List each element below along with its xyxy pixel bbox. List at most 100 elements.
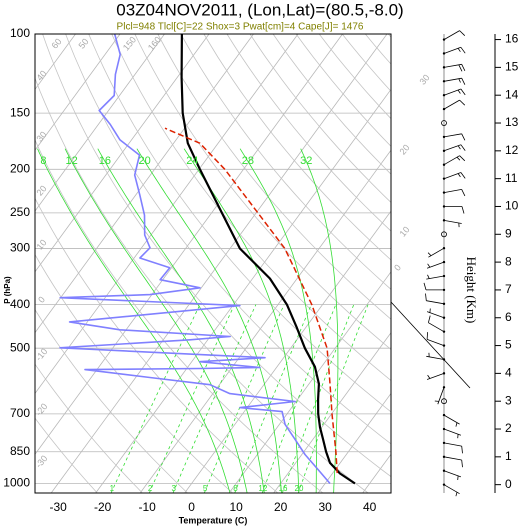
frame-diagonal [390,301,471,389]
wind-dot [442,483,446,486]
wind-barb [444,206,465,214]
dry-adiabat [35,417,98,493]
grid-line [273,331,391,493]
profiles [59,34,356,485]
wind-barb [443,442,463,454]
mixing-ratio-line [234,304,312,493]
x-tick-label: -30 [49,500,67,514]
y2-tick-label: 12 [505,143,519,157]
mixing-ratio-line [148,304,235,493]
wind-barb [443,484,460,497]
y-tick-label: 400 [10,297,30,311]
dry-adiabat [272,34,391,175]
wind-dot [442,94,446,97]
wind-dot [442,330,446,333]
mixing-ratio-line [172,304,257,493]
moist-adiabat-label: 8 [40,155,46,167]
wind-dot [442,316,446,319]
y2-tick-label: 10 [505,199,519,213]
y2-tick-label: 11 [505,171,518,185]
y2-tick-label: 1 [505,449,512,463]
wind-barb [443,414,460,427]
dry-adiabat [35,197,279,493]
y-axis-label: P (hPa) [3,276,12,304]
isotherm [35,34,165,212]
wind-dot [442,177,446,180]
wind-barb [443,470,462,481]
wind-barb [443,133,466,141]
y2-tick-label: 5 [505,338,512,352]
y2-tick-label: 13 [505,115,519,129]
dry-adiabat [203,34,391,261]
wind-dot [442,288,446,292]
mixing-ratio-label: 8 [233,484,238,493]
wind-barb [443,77,466,85]
y-tick-label: 1000 [3,476,30,490]
x-tick-label: 10 [229,500,243,514]
dry-adiabat [35,363,143,493]
y2-tick-label: 7 [505,282,512,296]
isotherm [35,34,210,273]
wind-dot [442,135,446,139]
wind-barb [443,144,466,152]
y2-axis-label: Height (Km) [464,257,479,324]
dry-adiabat [295,34,391,147]
x-tick-label: -10 [138,500,156,514]
grid-line [317,392,391,493]
dry-adiabat [111,34,391,381]
wind-dot [442,247,446,250]
x-tick-label: 20 [274,500,288,514]
moist-adiabat-label: 12 [65,155,77,167]
moist-adiabat-label: 20 [139,155,151,167]
moist-adiabat-label: 16 [99,155,111,167]
wind-dot [442,372,446,375]
moist-adiabat [183,148,300,493]
isotherm [35,34,121,151]
wind-calm [441,398,447,405]
wind-dot [442,469,446,472]
wind-dot [442,80,446,83]
x-axis-label: Temperature (C) [179,515,248,525]
profile-line [164,127,338,474]
wind-barb [443,428,462,439]
wind-barb [426,274,445,280]
mixing-ratio-line [203,304,285,493]
y2-tick-label: 6 [505,310,512,324]
wind-barb [425,293,445,305]
profile-line [180,34,356,485]
dry-adiabat-label: 10 [34,238,48,252]
wind-barb [443,63,466,72]
grid-line [139,149,391,493]
dry-adiabat [318,34,391,120]
dry-adiabat [35,253,233,493]
moist-adiabat [64,148,248,493]
wind-barb [443,189,466,197]
mixing-ratio-label: 1 [110,484,115,493]
dry-adiabat [35,308,188,493]
y2-tick-label: 0 [505,477,512,491]
wind-dot [442,427,446,431]
mixing-ratio-label: 12 [258,484,267,493]
y-tick-label: 200 [10,161,30,175]
y-tick-label: 150 [10,105,30,119]
dry-adiabat-label: 0 [392,262,403,272]
grid-line [362,453,391,493]
mixing-ratio-label: 5 [203,484,208,493]
x-tick-label: 0 [188,500,195,514]
dry-adiabat-label: 60 [49,37,63,51]
chart-title: 03Z04NOV2011, (Lon,Lat)=(80.5,-8.0) [116,0,403,19]
isotherm [35,34,343,455]
x-tick-label: 30 [318,500,332,514]
moist-adiabat-label: 28 [242,155,254,167]
y-tick-label: 100 [10,26,30,40]
x-tick-label: -20 [94,500,112,514]
y2-tick-label: 14 [505,87,519,101]
wind-dot [442,274,446,278]
dry-adiabat [157,34,391,320]
grid-line [95,88,391,493]
wind-dot [442,219,446,222]
y2-tick-label: 9 [505,226,512,240]
wind-calm [441,120,447,126]
wind-dot [442,441,446,445]
dry-adiabat-label: 30 [34,130,48,144]
